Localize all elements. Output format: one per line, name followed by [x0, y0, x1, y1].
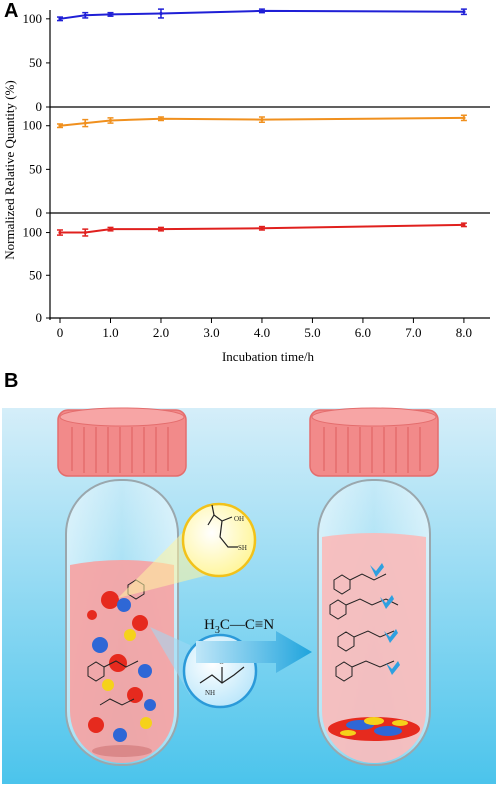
x-tick-label: 1.0 — [102, 325, 118, 340]
data-point — [58, 17, 62, 21]
y-tick-label: 0 — [36, 205, 43, 220]
x-tick-label: 6.0 — [355, 325, 371, 340]
stability-chart: Normalized Relative Quantity (%) Incubat… — [2, 8, 490, 364]
x-tick-label: 4.0 — [254, 325, 270, 340]
data-point — [83, 230, 87, 235]
data-point — [260, 226, 264, 230]
right-tube-cap-top — [311, 407, 437, 427]
series-line — [59, 116, 464, 127]
right-tube — [309, 407, 439, 766]
y-tick-label: 100 — [23, 11, 43, 26]
x-tick-label: 3.0 — [203, 325, 219, 340]
right-tube-acrylamide-marks — [370, 563, 400, 675]
y-tick-label: 50 — [29, 55, 42, 70]
data-point — [462, 10, 466, 14]
x-tick-label: 0 — [57, 325, 64, 340]
left-tube-pellet — [92, 745, 152, 757]
thiol-bubble — [181, 502, 257, 578]
data-point — [462, 116, 466, 120]
data-point — [159, 227, 163, 231]
right-tube-pellet — [328, 717, 420, 741]
y-tick-label: 50 — [29, 267, 42, 282]
x-tick-label: 8.0 — [456, 325, 472, 340]
y-tick-label: 100 — [23, 118, 43, 133]
x-tick-label: 2.0 — [153, 325, 169, 340]
left-tube-proteins — [87, 591, 156, 742]
x-axis-label: Incubation time/h — [222, 349, 315, 364]
data-point — [462, 223, 466, 227]
acetonitrile-formula: H3C—C≡N — [204, 617, 274, 636]
y-tick-label: 0 — [36, 99, 43, 114]
data-point — [83, 121, 87, 125]
x-tick-label: 5.0 — [304, 325, 320, 340]
left-tube — [57, 407, 187, 766]
right-tube-cap-ribs — [323, 427, 421, 473]
panel-label-a: A — [4, 0, 19, 22]
panel-label-b: B — [4, 370, 19, 392]
data-point — [108, 118, 113, 123]
series-line — [59, 9, 464, 20]
data-point — [83, 13, 87, 17]
left-tube-cap-ribs — [71, 427, 169, 473]
thiol-structure-icon: OH SH — [207, 504, 247, 552]
extraction-scheme: OH SH NH O H3C—C≡N — [2, 407, 496, 784]
svg-text:OH: OH — [234, 515, 244, 523]
svg-text:NH: NH — [205, 689, 215, 697]
data-point — [260, 118, 264, 122]
left-tube-cap-top — [59, 407, 185, 427]
data-point — [159, 117, 163, 121]
y-axis-label: Normalized Relative Quantity (%) — [2, 80, 17, 259]
y-tick-label: 0 — [36, 310, 43, 325]
data-point — [58, 230, 62, 235]
data-point — [260, 9, 264, 13]
data-point — [108, 12, 113, 17]
data-point — [159, 11, 163, 16]
series-line — [60, 223, 464, 234]
blue-callout-beam — [150, 627, 190, 695]
y-tick-label: 100 — [23, 225, 43, 240]
x-tick-label: 7.0 — [405, 325, 421, 340]
svg-text:SH: SH — [238, 544, 247, 552]
data-point — [58, 124, 62, 128]
y-tick-label: 50 — [29, 161, 42, 176]
data-point — [108, 227, 113, 231]
process-arrow — [196, 631, 312, 673]
